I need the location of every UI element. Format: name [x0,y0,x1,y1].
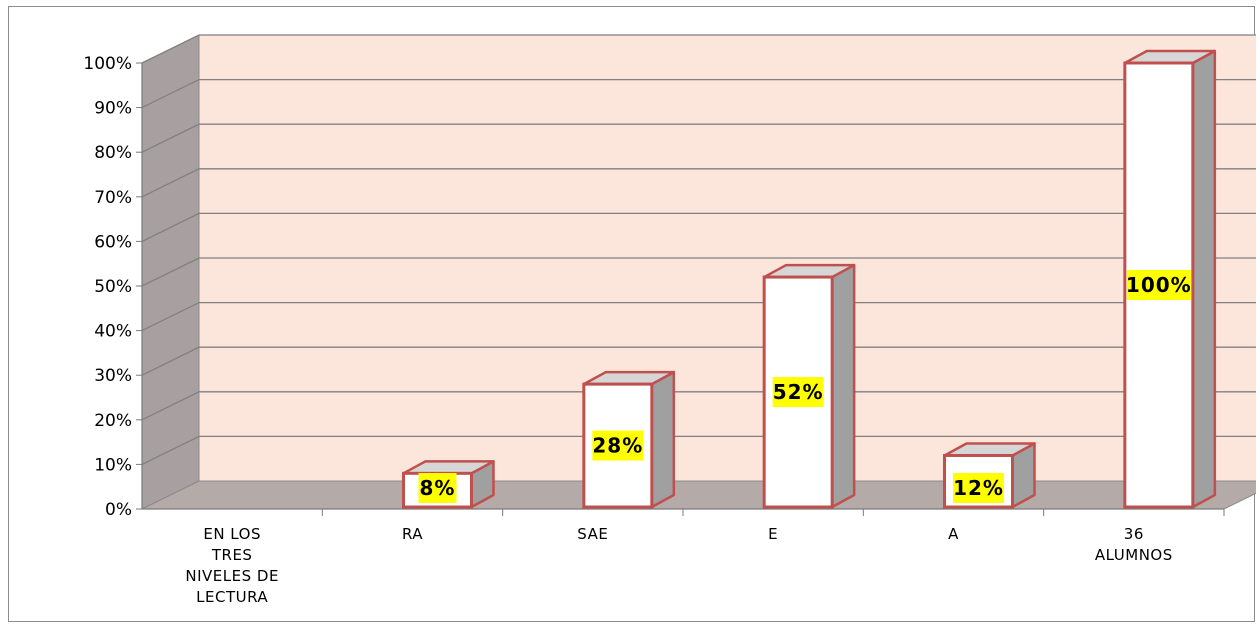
data-label-text: 100% [1126,273,1192,297]
y-tick-label: 80% [94,143,132,163]
y-tick-label: 20% [94,411,132,431]
y-tick-label: 50% [94,277,132,297]
y-tick-label: 90% [94,99,132,119]
gridlines [141,34,1256,465]
gridline [141,435,1256,465]
gridline [141,34,1256,64]
gridline [141,301,1256,332]
gridline [141,391,1256,421]
category-label-line: A [948,525,959,543]
category-label: 36 ALUMNOS [1095,525,1173,564]
bar-chart: 8% 28% 52% 12% 100% 0% 10% 20% 30% 40% 50% 60% 70% 8… [83,34,1256,606]
data-label: 8% [418,473,457,503]
data-label: 52% [772,377,824,408]
category-label-line: ALUMNOS [1095,546,1173,564]
y-tick-label: 0% [105,500,132,520]
y-tick-labels: 0% 10% 20% 30% 40% 50% 60% 70% 80% 90% 100% [83,54,132,520]
data-label-bg [953,473,1004,503]
category-label: E [768,525,778,543]
category-label: EN LOS TRES NIVELES DE LECTURA [185,525,279,606]
data-label-bg [1126,270,1191,300]
chart-frame: 8% 28% 52% 12% 100% 0% 10% 20% 30% 40% 50% 60% 70% 8… [8,6,1256,622]
category-label-line: 36 [1124,525,1144,543]
gridline [141,78,1256,109]
data-label-bg [772,377,824,408]
gridline [141,257,1256,287]
data-label-text: 28% [592,434,643,458]
category-label-line: E [768,525,778,543]
category-labels: EN LOS TRES NIVELES DE LECTURA RA SAE E A 36 ALUM… [185,525,1172,606]
data-label: 12% [953,473,1004,503]
y-tick-label: 10% [94,455,132,475]
gridline [141,168,1256,198]
y-tick-label: 40% [94,322,132,342]
y-tick-label: 30% [94,366,132,386]
bar-side [830,263,856,509]
category-label-line: RA [402,525,423,543]
data-label-text: 12% [953,476,1004,500]
category-label-line: NIVELES DE [185,567,279,585]
data-label-bg [592,430,644,461]
data-labels: 8% 28% 52% 12% 100% [418,270,1192,503]
y-tick-label: 70% [94,188,132,208]
data-label-text: 8% [420,476,456,500]
axes [136,62,1225,516]
category-label-line: LECTURA [196,588,268,606]
category-label-line: SAE [577,525,608,543]
category-label: RA [402,525,423,543]
bar-side [1191,49,1217,509]
category-label-line: EN LOS [203,525,261,543]
category-label: SAE [577,525,608,543]
gridline [141,346,1256,376]
category-label-line: TRES [211,546,253,564]
y-tick-label: 100% [83,54,132,74]
floor [141,480,1256,510]
data-label: 28% [592,430,644,461]
data-label-text: 52% [773,380,824,404]
data-label-bg [418,473,457,503]
gridline [141,212,1256,242]
chart-walls [141,34,1256,510]
category-label: A [948,525,959,543]
y-tick-label: 60% [94,232,132,252]
gridline [141,123,1256,153]
bar-side [650,370,676,509]
data-label: 100% [1126,270,1192,300]
